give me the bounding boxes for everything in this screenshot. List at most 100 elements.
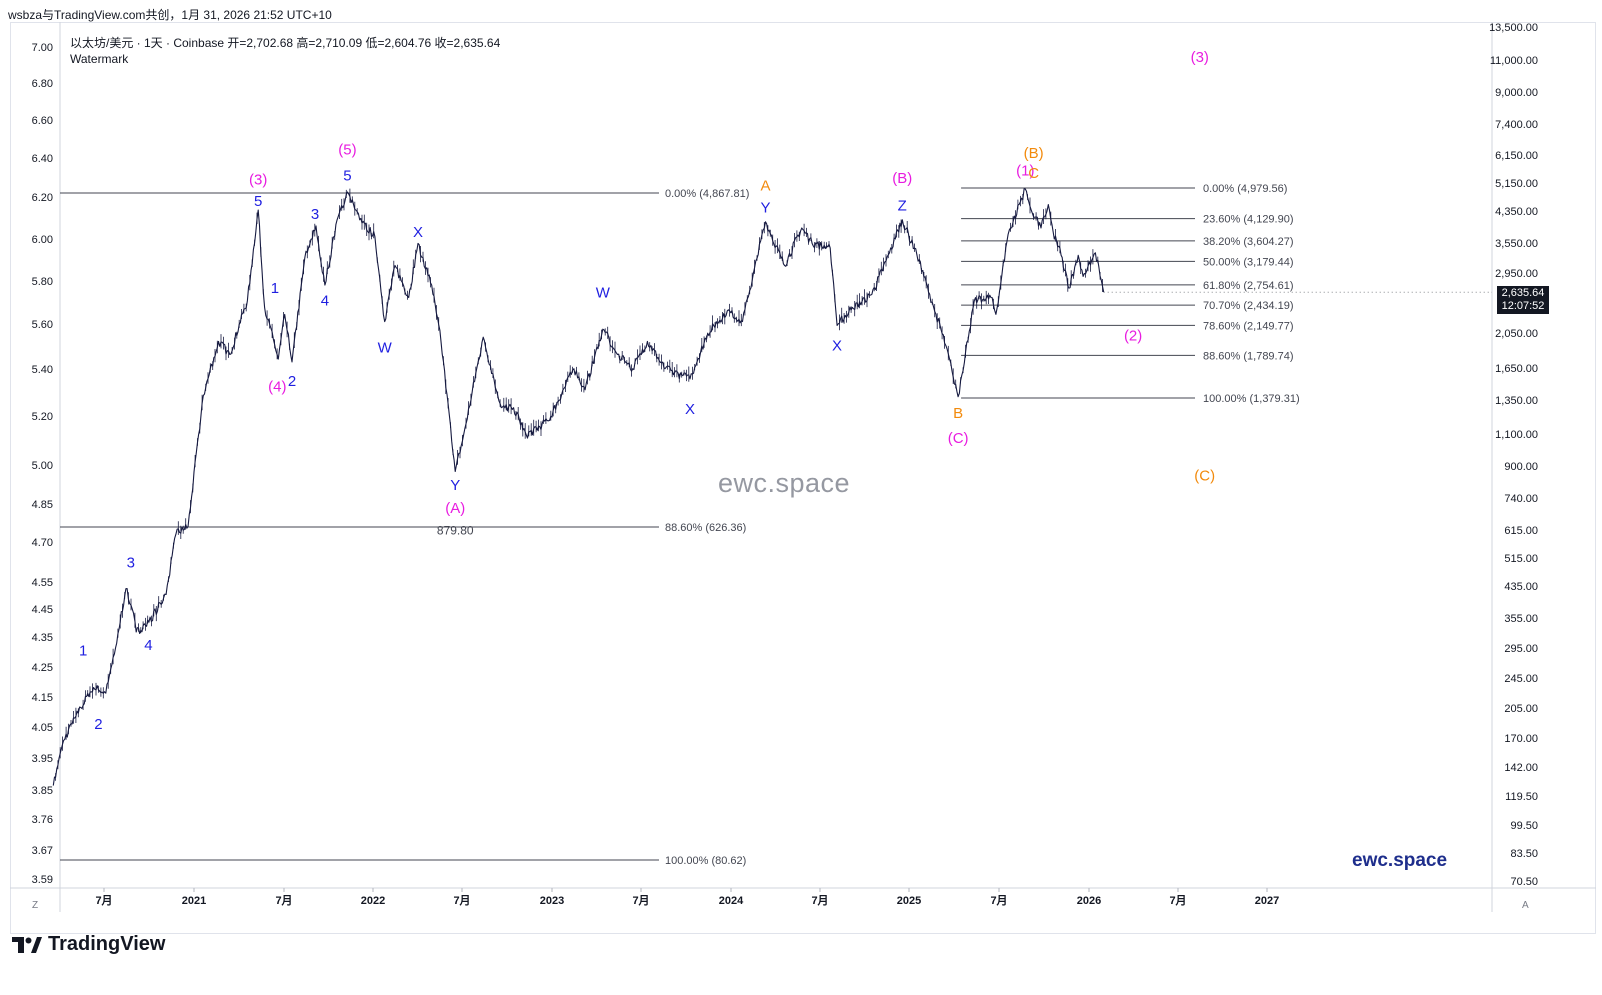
chart-frame[interactable] — [10, 22, 1596, 934]
x-axis-tick-label: 2026 — [1077, 895, 1101, 907]
price-wicks — [55, 188, 1103, 781]
fib-level-label: 78.60% (2,149.77) — [1203, 320, 1294, 332]
fib-level-label: 0.00% (4,867.81) — [665, 188, 749, 200]
x-axis-tick-label: 7月 — [95, 894, 112, 907]
brand-watermark: ewc.space — [1352, 850, 1448, 871]
axes-layer: 7.00 6.80 6.60 6.40 6.20 6.00 5.80 5.60 5.40 5.20… — [10, 22, 1596, 912]
last-price-badge: 2,635.64 12:07:52 — [1497, 286, 1549, 314]
left-axis-tick-label: 4.25 — [32, 662, 53, 674]
wave-label: (5) — [338, 142, 356, 159]
tradingview-logo[interactable]: TradingView — [12, 933, 165, 956]
price-series-line — [52, 188, 1105, 786]
right-axis-tick-label: 1,650.00 — [1495, 363, 1538, 375]
left-axis-tick-label: 3.76 — [32, 814, 53, 826]
left-axis-tick-label: 4.45 — [32, 604, 53, 616]
wave-label: 1 — [79, 642, 87, 659]
wave-label: (B) — [892, 170, 912, 187]
wave-label: Y — [450, 477, 460, 494]
fibonacci-layer: 0.00% (4,867.81) 88.60% (626.36) 100.00% (… — [60, 183, 1300, 867]
price-series-layer — [52, 188, 1492, 786]
right-axis-tick-label: 205.00 — [1504, 703, 1538, 715]
wave-label: Y — [760, 199, 770, 216]
wave-label: W — [596, 284, 611, 301]
right-axis-tick-label: 245.00 — [1504, 673, 1538, 685]
x-axis-tick-label: 7月 — [1169, 894, 1186, 907]
left-axis-tick-label: 5.40 — [32, 364, 53, 376]
left-axis-tick-label: 3.59 — [32, 874, 53, 886]
right-axis-tick-label: 7,400.00 — [1495, 119, 1538, 131]
left-axis-tick-label: 5.60 — [32, 319, 53, 331]
left-axis-tick-label: 4.55 — [32, 577, 53, 589]
wave-label: (2) — [1124, 328, 1142, 345]
x-axis-tick-label: 2027 — [1255, 895, 1279, 907]
wave-label: (C) — [948, 430, 969, 447]
right-axis-tick-label: 13,500.00 — [1489, 22, 1538, 34]
wave-label: B — [953, 405, 963, 422]
wave-label: (B) — [1024, 145, 1044, 162]
left-axis-tick-label: 3.67 — [32, 845, 53, 857]
fib-level-label: 61.80% (2,754.61) — [1203, 280, 1294, 292]
left-axis-tick-label: 6.40 — [32, 153, 53, 165]
wave-label: (A) — [445, 500, 465, 517]
right-axis-tick-label: 355.00 — [1504, 613, 1538, 625]
fib-level-label: 0.00% (4,979.56) — [1203, 183, 1287, 195]
center-watermark: ewc.space — [718, 468, 851, 498]
wave-label: 5 — [254, 193, 262, 210]
x-axis-tick-label: 7月 — [453, 894, 470, 907]
right-axis-tick-label: 4,350.00 — [1495, 206, 1538, 218]
x-axis-tick-label: 7月 — [632, 894, 649, 907]
right-axis-tick-label: 1,100.00 — [1495, 429, 1538, 441]
left-axis-tick-label: 4.35 — [32, 632, 53, 644]
left-axis-tick-label: 4.05 — [32, 722, 53, 734]
right-axis-tick-label: 119.50 — [1505, 791, 1538, 803]
x-axis-tick-label: 2021 — [182, 895, 206, 907]
x-axis-tick-label: 7月 — [275, 894, 292, 907]
fib-level-label: 100.00% (80.62) — [665, 855, 746, 867]
right-axis-tick-label: 83.50 — [1510, 848, 1538, 860]
wave-label: (3) — [249, 171, 267, 188]
right-axis-tick-label: 99.50 — [1510, 820, 1538, 832]
left-axis-tick-label: 5.80 — [32, 276, 53, 288]
bar-countdown: 12:07:52 — [1501, 300, 1545, 312]
last-price: 2,635.64 — [1501, 287, 1545, 299]
wave-label: 3 — [127, 554, 135, 571]
left-axis-tick-label: 5.20 — [32, 411, 53, 423]
x-axis-tick-label: 7月 — [990, 894, 1007, 907]
wave-label: 5 — [343, 167, 351, 184]
fib-level-label: 50.00% (3,179.44) — [1203, 256, 1294, 268]
wave-label: 4 — [321, 293, 329, 310]
fib-level-label: 38.20% (3,604.27) — [1203, 236, 1294, 248]
fib-level-label: 100.00% (1,379.31) — [1203, 393, 1300, 405]
tradingview-logo-text: TradingView — [48, 933, 166, 955]
fib-level-label: 88.60% (626.36) — [665, 522, 746, 534]
right-axis-tick-label: 2,950.00 — [1495, 268, 1538, 280]
x-axis-tick-label: 2024 — [719, 895, 744, 907]
wave-label: 2 — [94, 716, 102, 733]
x-axis-tick-label: 2025 — [897, 895, 921, 907]
left-axis-tick-label: 3.85 — [32, 785, 53, 797]
left-axis-tick-label: 4.15 — [32, 692, 53, 704]
wave-label: W — [378, 339, 393, 356]
timezone-toggle-button[interactable]: Z — [32, 900, 39, 911]
wave-label: (3) — [1191, 49, 1209, 66]
left-axis-tick-label: 6.60 — [32, 115, 53, 127]
wave-label: 4 — [144, 637, 152, 654]
right-axis-tick-label: 70.50 — [1510, 876, 1538, 888]
wave-label: 3 — [311, 206, 319, 223]
left-axis-tick-label: 4.70 — [32, 537, 53, 549]
left-axis-tick-label: 3.95 — [32, 753, 53, 765]
wave-label: 2 — [288, 373, 296, 390]
right-axis-tick-label: 740.00 — [1504, 493, 1538, 505]
symbol-info: 以太坊/美元 · 1天 · Coinbase 开=2,702.68 高=2,71… — [70, 36, 501, 50]
right-axis-tick-label: 515.00 — [1504, 553, 1538, 565]
left-axis-tick-label: 6.00 — [32, 234, 53, 246]
x-axis-tick-label: 2023 — [540, 895, 564, 907]
right-axis-tick-label: 1,350.00 — [1495, 395, 1538, 407]
left-axis-tick-label: 7.00 — [32, 42, 53, 54]
wave-label: Z — [898, 198, 907, 215]
right-axis-tick-label: 6,150.00 — [1495, 150, 1538, 162]
auto-scale-button[interactable]: A — [1522, 900, 1529, 911]
wave-label: (1) — [1016, 162, 1034, 179]
right-axis-tick-label: 615.00 — [1504, 525, 1538, 537]
